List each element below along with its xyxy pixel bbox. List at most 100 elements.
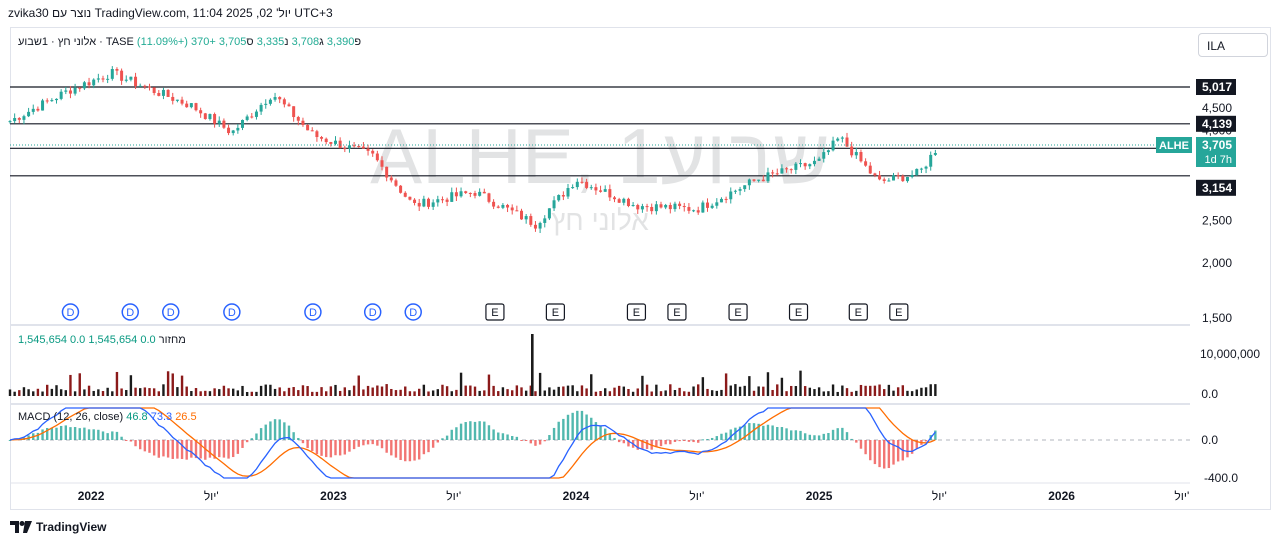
volume-bar (710, 390, 714, 396)
volume-bar (362, 389, 365, 396)
macd-histogram-bar (655, 440, 658, 448)
macd-histogram-bar (524, 440, 528, 441)
tradingview-logo[interactable]: TradingView (10, 520, 106, 534)
candle-body (752, 179, 756, 181)
macd-histogram-bar (390, 440, 393, 456)
volume-bar (762, 386, 765, 396)
earnings-event-marker (626, 303, 647, 321)
volume-bar (683, 391, 686, 396)
volume-bar (218, 389, 221, 396)
volume-bar (501, 387, 505, 396)
volume-bar (427, 391, 430, 396)
volume-bar (259, 385, 263, 396)
candle-body (873, 173, 877, 176)
candle-body (301, 120, 305, 125)
dividend-event-label: D (228, 307, 236, 319)
legend-high-label: ג (319, 36, 324, 48)
candle-body (812, 160, 816, 165)
legend-low-label: נ (284, 36, 289, 48)
macd-axis-tick: -400.0 (1204, 471, 1238, 485)
candle-body (747, 179, 751, 186)
candle-body (27, 111, 31, 117)
candle-body (524, 216, 528, 220)
volume-bar (204, 390, 207, 396)
macd-histogram-bar (845, 432, 849, 440)
macd-histogram-bar (73, 427, 77, 440)
candle-body (719, 198, 723, 203)
volume-bar (836, 391, 839, 396)
candle-body (510, 207, 514, 211)
candle-body (436, 199, 440, 203)
time-axis-label: 2026 (1048, 489, 1075, 503)
macd-histogram-bar (329, 440, 333, 458)
macd-histogram-bar (515, 436, 519, 440)
candle-body (533, 224, 537, 229)
macd-histogram-bar (404, 440, 407, 462)
macd-histogram-bar (218, 440, 221, 458)
candle-body (148, 86, 152, 88)
volume-bar (845, 388, 849, 396)
candle-body (575, 181, 579, 188)
macd-histogram-bar (664, 440, 667, 445)
volume-bar (283, 391, 286, 396)
volume-bar (855, 390, 858, 396)
macd-histogram-bar (199, 440, 202, 459)
volume-bar (343, 387, 347, 396)
candle-body (547, 208, 551, 219)
volume-bar (162, 384, 165, 396)
macd-histogram-bar (208, 440, 212, 458)
volume-bar (859, 384, 863, 396)
legend-close-label: ס (246, 36, 254, 48)
macd-histogram-bar (803, 433, 807, 440)
volume-bar (785, 391, 788, 396)
volume-bar (334, 384, 337, 396)
candle-body (161, 89, 165, 96)
candle-body (8, 121, 12, 123)
volume-bar (557, 386, 560, 396)
macd-histogram-bar (83, 427, 86, 440)
candle-body (427, 198, 431, 207)
macd-histogram-bar (692, 440, 695, 443)
symbol-search-input[interactable]: ILA (1198, 33, 1268, 57)
volume-bar (697, 384, 700, 396)
macd-histogram-bar (273, 419, 277, 440)
candle-body (445, 199, 449, 202)
candle-body (929, 154, 933, 167)
candle-body (673, 203, 677, 210)
candle-body (589, 187, 593, 189)
macd-axis-tick: 0.0 (1201, 433, 1218, 447)
macd-histogram-bar (790, 430, 793, 440)
volume-bar (692, 386, 695, 396)
candle-body (82, 82, 86, 89)
volume-bar (125, 390, 128, 396)
candle-body (68, 90, 72, 94)
candle-body (678, 203, 682, 207)
candle-body (287, 104, 291, 107)
volume-bar (724, 373, 728, 396)
macd-histogram-bar (394, 440, 398, 458)
macd-histogram-bar (659, 440, 663, 447)
candle-body (417, 202, 421, 207)
candle-body (203, 113, 207, 120)
macd-histogram-bar (571, 412, 574, 440)
candle-body (910, 175, 914, 177)
earnings-event-label: E (734, 307, 741, 319)
candle-body (933, 153, 937, 155)
macd-histogram-bar (766, 424, 770, 440)
macd-histogram-bar (538, 440, 542, 445)
macd-histogram-bar (697, 440, 700, 443)
candle-body (915, 168, 919, 176)
macd-histogram-bar (464, 422, 467, 440)
macd-histogram-bar (36, 432, 40, 440)
candle-body (106, 78, 110, 80)
candle-body (724, 198, 728, 200)
macd-histogram-bar (166, 440, 170, 458)
candle-body (905, 176, 909, 182)
last-price-label-bg (1196, 137, 1236, 168)
macd-histogram-bar (227, 440, 230, 459)
level-price-label: 5,017 (1202, 80, 1232, 94)
macd-histogram-bar (724, 432, 728, 440)
candle-body (454, 192, 458, 197)
macd-histogram-bar (320, 440, 323, 456)
